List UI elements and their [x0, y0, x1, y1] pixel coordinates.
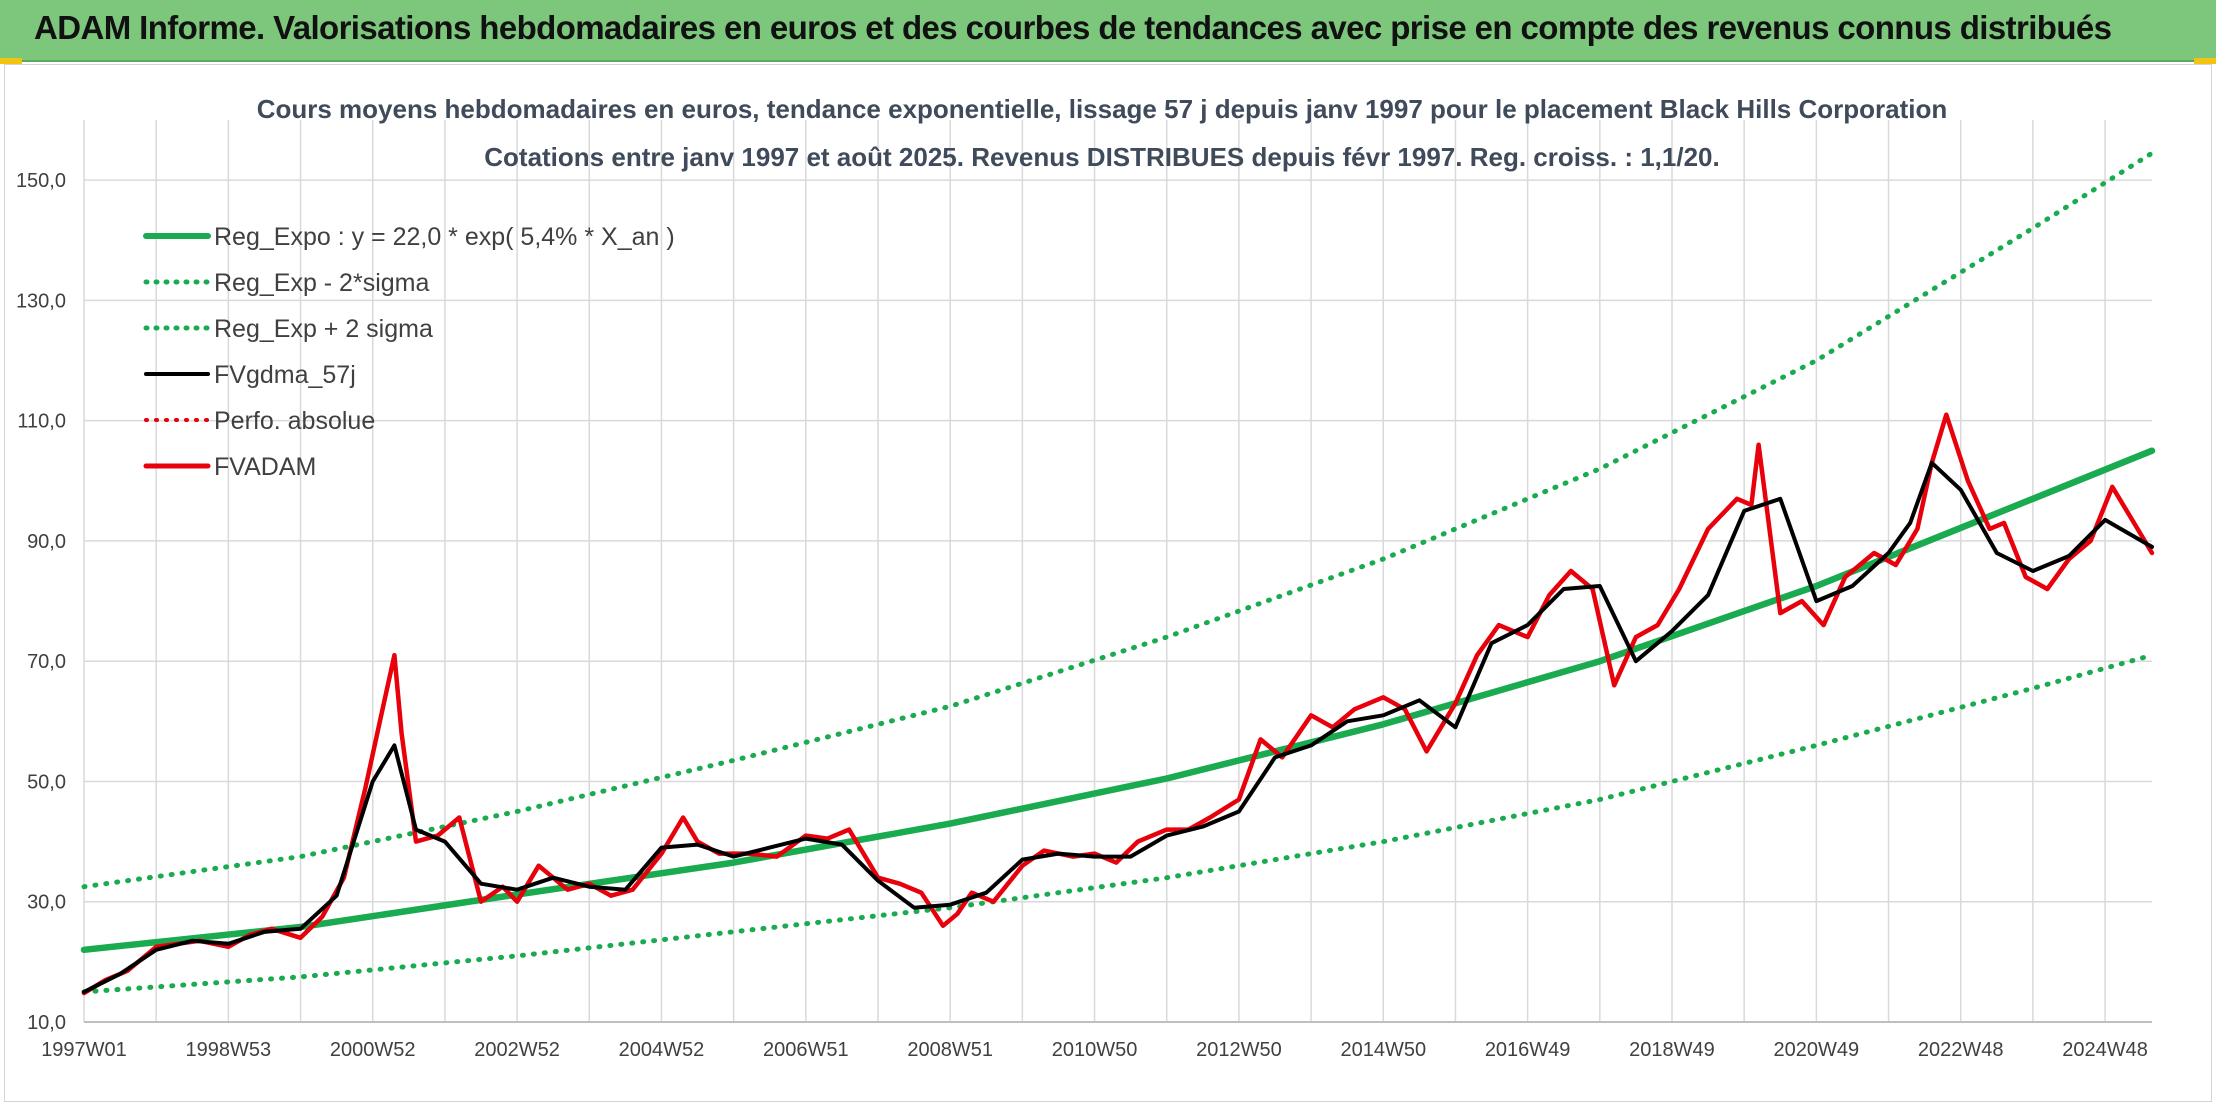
corner-mark-left — [0, 58, 22, 64]
x-tick-label: 2022W48 — [1918, 1039, 2004, 1061]
legend-label: Perfo. absolue — [214, 407, 375, 435]
chart-title-line1: Cours moyens hebdomadaires en euros, ten… — [257, 94, 1948, 124]
y-axis-ticks: 10,0 30,0 50,0 70,0 90,0 110,0 130,0 150,0 — [16, 170, 66, 1034]
corner-mark-right — [2194, 58, 2216, 64]
x-tick-label: 2004W52 — [619, 1039, 705, 1061]
y-tick-label: 50,0 — [27, 771, 66, 793]
series-reg-exp-2-sigma — [81, 652, 2155, 995]
legend-label: Reg_Exp - 2*sigma — [214, 269, 429, 297]
x-tick-label: 2014W50 — [1340, 1039, 1426, 1061]
x-tick-label: 2010W50 — [1052, 1039, 1138, 1061]
x-tick-label: 2018W49 — [1629, 1039, 1715, 1061]
x-tick-label: 2002W52 — [474, 1039, 560, 1061]
legend-label: Reg_Expo : y = 22,0 * exp( 5,4% * X_an ) — [214, 223, 675, 251]
y-tick-label: 30,0 — [27, 892, 66, 914]
x-tick-label: 2006W51 — [763, 1039, 849, 1061]
y-tick-label: 10,0 — [27, 1012, 66, 1034]
legend-label: FVgdma_57j — [214, 361, 356, 389]
x-tick-label: 2024W48 — [2062, 1039, 2148, 1061]
header-banner: ADAM Informe. Valorisations hebdomadaire… — [0, 0, 2216, 62]
y-tick-label: 130,0 — [16, 290, 66, 312]
x-tick-label: 2008W51 — [907, 1039, 993, 1061]
series-fvadam — [81, 412, 2155, 996]
x-tick-label: 2000W52 — [330, 1039, 416, 1061]
x-tick-label: 2020W49 — [1774, 1039, 1860, 1061]
legend: Reg_Expo : y = 22,0 * exp( 5,4% * X_an )… — [143, 223, 675, 481]
x-tick-label: 2012W50 — [1196, 1039, 1282, 1061]
x-tick-label: 2016W49 — [1485, 1039, 1571, 1061]
grid-layer — [83, 120, 2152, 1023]
series-layer — [80, 150, 2156, 996]
y-tick-label: 110,0 — [17, 411, 66, 433]
x-axis-ticks: 1997W01 1998W53 2000W52 2002W52 2004W52 2006W… — [41, 1039, 2148, 1061]
x-tick-label: 1998W53 — [186, 1039, 272, 1061]
legend-label: Reg_Exp + 2 sigma — [214, 315, 433, 343]
series-reg-exp-2-sigma — [81, 150, 2155, 890]
chart-title-line2: Cotations entre janv 1997 et août 2025. … — [484, 142, 1719, 172]
y-tick-label: 90,0 — [27, 531, 66, 553]
legend-label: FVADAM — [214, 453, 316, 481]
series-fvgdma-57j — [82, 460, 2154, 994]
y-tick-label: 150,0 — [16, 170, 66, 192]
y-tick-label: 70,0 — [27, 651, 66, 673]
page-title: ADAM Informe. Valorisations hebdomadaire… — [34, 9, 2112, 46]
series-reg-expo-y-22-0-exp-5-4-x-an — [80, 447, 2156, 954]
x-tick-label: 1997W01 — [41, 1039, 127, 1061]
